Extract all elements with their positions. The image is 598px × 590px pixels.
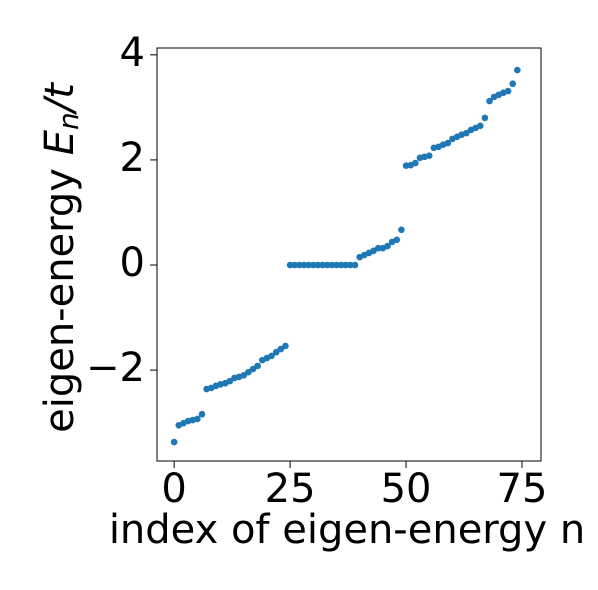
y-tick-label: 4	[120, 30, 145, 76]
y-tick-label: 2	[120, 135, 145, 181]
x-axis-label: index of eigen-energy n	[109, 507, 585, 553]
y-tick-label: −2	[86, 345, 145, 391]
point	[296, 261, 303, 269]
point	[240, 372, 248, 379]
y-axis-label: eigen-energy En/t	[37, 82, 85, 433]
x-tick-label: 0	[161, 466, 186, 512]
point	[272, 348, 280, 356]
point	[300, 261, 308, 269]
y-label-symbol: E	[37, 129, 83, 155]
point	[277, 345, 285, 353]
y-tick-label: 0	[120, 240, 145, 286]
point	[398, 226, 405, 234]
point	[282, 342, 289, 350]
point	[254, 362, 261, 370]
point	[245, 368, 252, 376]
point	[323, 261, 331, 269]
point	[374, 244, 382, 252]
point	[351, 261, 359, 269]
point	[309, 261, 317, 269]
point	[170, 438, 178, 446]
x-tick-label: 75	[497, 466, 548, 512]
y-label-subscript: n	[52, 112, 85, 130]
point	[476, 122, 484, 130]
point	[328, 261, 336, 269]
point	[226, 377, 234, 385]
y-label-text: eigen-energy	[37, 155, 83, 433]
point	[291, 261, 299, 269]
point	[444, 139, 452, 147]
point	[486, 97, 493, 105]
point	[194, 415, 201, 423]
point	[333, 261, 340, 269]
point	[514, 66, 521, 74]
point	[249, 365, 257, 373]
point	[268, 352, 275, 360]
point	[319, 261, 326, 269]
point	[337, 261, 345, 269]
point	[412, 159, 419, 167]
point	[504, 87, 512, 95]
point	[393, 236, 401, 244]
point	[305, 261, 312, 269]
plot-frame	[156, 47, 542, 462]
x-tick-label: 25	[265, 466, 316, 512]
point	[509, 80, 517, 88]
point	[342, 261, 350, 269]
point	[425, 152, 433, 160]
x-tick-label: 50	[381, 466, 432, 512]
point	[286, 261, 294, 269]
point	[384, 242, 391, 250]
point	[198, 410, 206, 418]
point	[463, 129, 470, 137]
point	[314, 261, 322, 269]
y-label-suffix: /t	[37, 82, 83, 115]
point	[347, 261, 354, 269]
point	[481, 114, 489, 122]
